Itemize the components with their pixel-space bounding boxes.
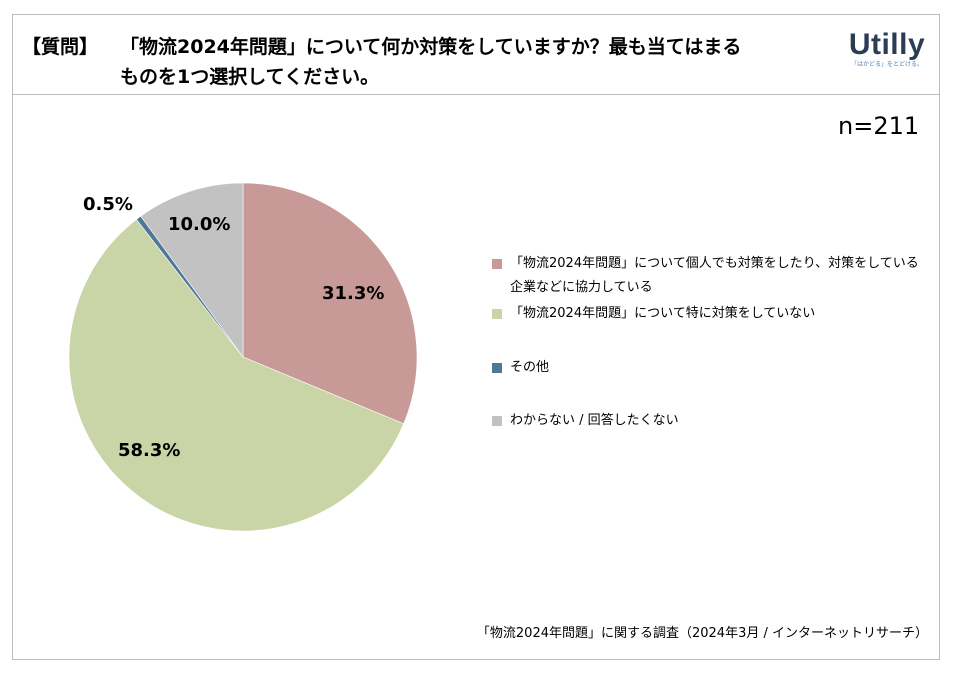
source-note: 「物流2024年問題」に関する調査（2024年3月 / インターネットリサーチ） bbox=[476, 626, 928, 641]
legend-item-unknown: わからない / 回答したくない bbox=[492, 409, 926, 433]
legend-item-cooperating: 「物流2024年問題」について個人でも対策をしたり、対策をしている企業などに協力… bbox=[492, 252, 926, 300]
slice-label-no-action: 58.3% bbox=[118, 440, 181, 461]
legend-swatch bbox=[492, 363, 502, 373]
pie-slice-no-action bbox=[68, 219, 405, 532]
legend-item-other: その他 bbox=[492, 356, 926, 380]
legend-item-no-action: 「物流2024年問題」について特に対策をしていない bbox=[492, 302, 926, 326]
question-text-line1: 「物流2024年問題」について何か対策をしていますか？最も当てはまる bbox=[120, 36, 742, 58]
logo-tagline: 「はかどる」をとどける。 bbox=[850, 61, 923, 68]
sample-size: n=211 bbox=[838, 112, 920, 140]
logo-wordmark: Utilly bbox=[848, 28, 926, 61]
legend-label: 「物流2024年問題」について特に対策をしていない bbox=[510, 306, 816, 321]
chart-frame bbox=[12, 14, 940, 660]
legend-label: その他 bbox=[510, 360, 550, 375]
pie-slice-cooperating bbox=[242, 182, 418, 425]
question-tag: 【質問】 bbox=[22, 36, 99, 58]
slice-label-other: 0.5% bbox=[83, 194, 133, 215]
legend-label: わからない / 回答したくない bbox=[510, 413, 679, 428]
question-header bbox=[12, 14, 940, 95]
utilly-logo: Utilly 「はかどる」をとどける。 bbox=[842, 30, 932, 69]
legend-swatch bbox=[492, 259, 502, 269]
slice-label-cooperating: 31.3% bbox=[322, 283, 385, 304]
legend-swatch bbox=[492, 309, 502, 319]
legend-label: 「物流2024年問題」について個人でも対策をしたり、対策をしている企業などに協力… bbox=[510, 256, 919, 295]
question-text-line2: ものを1つ選択してください。 bbox=[120, 66, 380, 88]
slice-label-unknown: 10.0% bbox=[168, 214, 231, 235]
legend-swatch bbox=[492, 416, 502, 426]
pie-slice-unknown bbox=[140, 182, 244, 358]
